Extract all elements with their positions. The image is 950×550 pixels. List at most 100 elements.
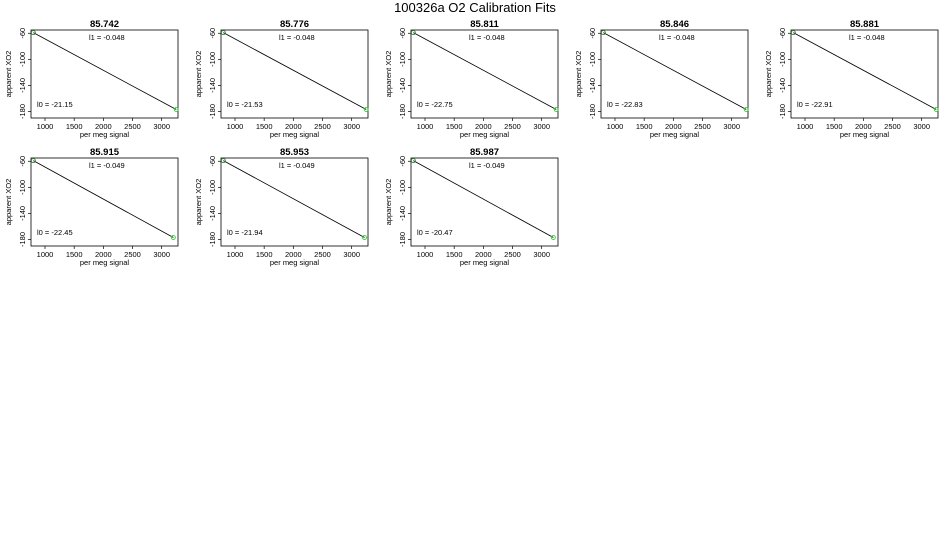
plot-frame bbox=[410, 29, 559, 119]
x-tick-label: 1000 bbox=[797, 122, 814, 131]
data-point bbox=[30, 30, 36, 36]
x-tick-label: 3000 bbox=[533, 122, 550, 131]
y-axis-label: apparent XO2 bbox=[194, 179, 203, 226]
y-tick-label: -100 bbox=[398, 52, 407, 67]
x-tick-label: 1500 bbox=[256, 122, 273, 131]
plot-frame bbox=[600, 29, 749, 119]
chart-panel: 85.811 1000 1500 2000 2500 3000 -60 -100 -140 -18… bbox=[384, 19, 559, 139]
slope-annotation: l1 = -0.048 bbox=[279, 33, 315, 42]
x-tick-label: 2000 bbox=[95, 122, 112, 131]
y-tick-label: -60 bbox=[208, 156, 217, 167]
chart-title: 85.742 bbox=[90, 19, 119, 30]
y-axis-label: apparent XO2 bbox=[574, 51, 583, 98]
fit-line bbox=[413, 160, 554, 238]
x-tick-label: 1500 bbox=[446, 250, 463, 259]
data-point bbox=[362, 235, 367, 240]
intercept-annotation: l0 = -21.94 bbox=[227, 228, 263, 237]
x-axis-label: per meg signal bbox=[460, 130, 510, 139]
chart-panel: 85.915 1000 1500 2000 2500 3000 -60 -100 -140 -18… bbox=[4, 147, 179, 267]
y-axis-label: apparent XO2 bbox=[384, 179, 393, 226]
y-axis-label: apparent XO2 bbox=[4, 179, 13, 226]
x-tick-label: 2000 bbox=[475, 122, 492, 131]
slope-annotation: l1 = -0.049 bbox=[469, 161, 505, 170]
x-tick-label: 2500 bbox=[124, 122, 141, 131]
y-tick-label: -140 bbox=[18, 78, 27, 93]
y-tick-label: -100 bbox=[208, 52, 217, 67]
chart-title: 85.776 bbox=[280, 19, 309, 30]
data-point bbox=[363, 107, 369, 112]
y-tick-label: -180 bbox=[18, 104, 27, 119]
plot-frame bbox=[30, 29, 179, 119]
slope-annotation: l1 = -0.048 bbox=[469, 33, 505, 42]
y-axis-label: apparent XO2 bbox=[4, 51, 13, 98]
data-point bbox=[790, 30, 796, 36]
slope-annotation: l1 = -0.049 bbox=[89, 161, 125, 170]
x-tick-label: 2500 bbox=[314, 250, 331, 259]
x-tick-label: 2000 bbox=[475, 250, 492, 259]
slope-annotation: l1 = -0.048 bbox=[89, 33, 125, 42]
y-tick-label: -100 bbox=[398, 180, 407, 195]
slope-annotation: l1 = -0.048 bbox=[849, 33, 885, 42]
intercept-annotation: l0 = -21.53 bbox=[227, 100, 263, 109]
chart-panel: 85.881 1000 1500 2000 2500 3000 -60 -100 -140 -18… bbox=[764, 19, 939, 139]
x-axis-label: per meg signal bbox=[80, 130, 130, 139]
x-tick-label: 2500 bbox=[124, 250, 141, 259]
data-point bbox=[173, 107, 179, 112]
x-tick-label: 2000 bbox=[855, 122, 872, 131]
x-tick-label: 2000 bbox=[665, 122, 682, 131]
x-tick-label: 2500 bbox=[504, 122, 521, 131]
page-title: 100326a O2 Calibration Fits bbox=[394, 0, 556, 15]
x-tick-label: 3000 bbox=[343, 122, 360, 131]
y-tick-label: -140 bbox=[18, 206, 27, 221]
y-axis-label: apparent XO2 bbox=[764, 51, 773, 98]
y-tick-label: -140 bbox=[398, 78, 407, 93]
chart-title: 85.846 bbox=[660, 19, 689, 30]
x-tick-label: 2500 bbox=[694, 122, 711, 131]
x-tick-label: 1500 bbox=[446, 122, 463, 131]
chart-title: 85.915 bbox=[90, 147, 120, 158]
x-axis-label: per meg signal bbox=[270, 258, 320, 267]
x-tick-label: 1000 bbox=[227, 250, 244, 259]
intercept-annotation: l0 = -22.91 bbox=[797, 100, 833, 109]
data-point bbox=[410, 30, 416, 36]
y-tick-label: -60 bbox=[18, 28, 27, 39]
x-tick-label: 1500 bbox=[66, 122, 83, 131]
x-tick-label: 1000 bbox=[417, 122, 434, 131]
x-axis-label: per meg signal bbox=[840, 130, 890, 139]
x-tick-label: 1500 bbox=[66, 250, 83, 259]
x-tick-label: 1000 bbox=[417, 250, 434, 259]
y-tick-label: -140 bbox=[208, 206, 217, 221]
chart-title: 85.953 bbox=[280, 147, 309, 158]
y-tick-label: -100 bbox=[18, 52, 27, 67]
x-tick-label: 2000 bbox=[285, 250, 302, 259]
chart-panel: 85.846 1000 1500 2000 2500 3000 -60 -100 -140 -18… bbox=[574, 19, 749, 139]
y-axis-label: apparent XO2 bbox=[194, 51, 203, 98]
intercept-annotation: l0 = -22.75 bbox=[417, 100, 453, 109]
intercept-annotation: l0 = -22.45 bbox=[37, 228, 73, 237]
data-point bbox=[170, 235, 176, 240]
x-tick-label: 3000 bbox=[913, 122, 930, 131]
plot-frame bbox=[410, 157, 559, 247]
data-point bbox=[410, 158, 416, 164]
plot-frame bbox=[220, 29, 369, 119]
data-point bbox=[553, 107, 559, 112]
x-axis-label: per meg signal bbox=[270, 130, 320, 139]
chart-title: 85.811 bbox=[470, 19, 499, 30]
chart-title: 85.881 bbox=[850, 19, 880, 30]
y-tick-label: -100 bbox=[208, 180, 217, 195]
slope-annotation: l1 = -0.048 bbox=[659, 33, 695, 42]
y-tick-label: -60 bbox=[588, 28, 597, 39]
x-tick-label: 1000 bbox=[37, 250, 54, 259]
x-tick-label: 1500 bbox=[636, 122, 653, 131]
x-tick-label: 2500 bbox=[504, 250, 521, 259]
fit-line bbox=[33, 160, 174, 238]
data-point bbox=[220, 158, 226, 164]
x-tick-label: 3000 bbox=[153, 122, 170, 131]
y-tick-label: -140 bbox=[398, 206, 407, 221]
plot-frame bbox=[790, 29, 939, 119]
y-tick-label: -180 bbox=[208, 104, 217, 119]
y-tick-label: -60 bbox=[18, 156, 27, 167]
y-tick-label: -180 bbox=[398, 104, 407, 119]
y-tick-label: -100 bbox=[778, 52, 787, 67]
